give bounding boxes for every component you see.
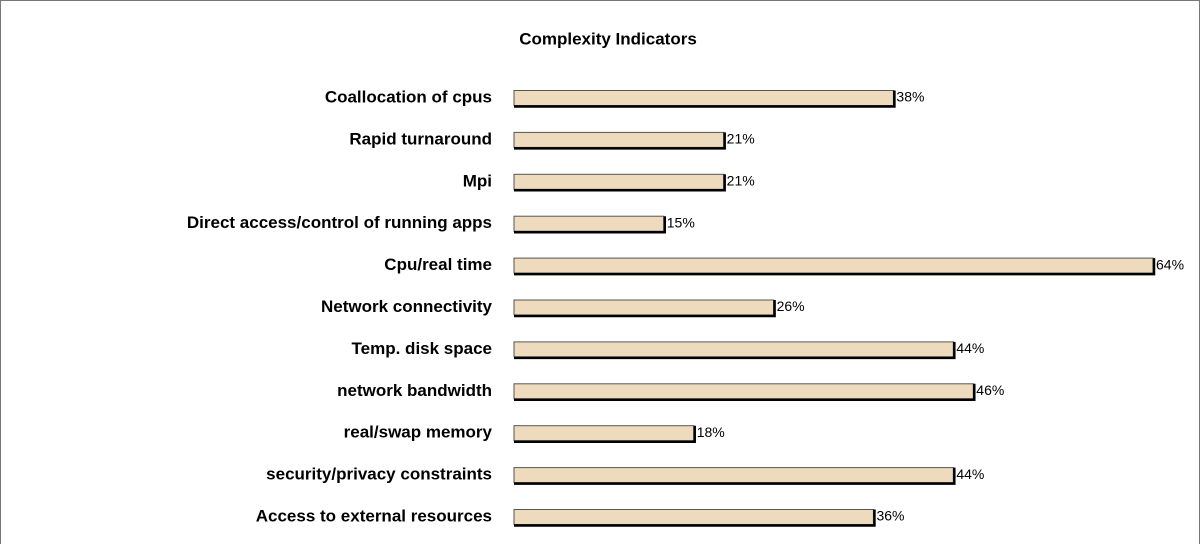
bar bbox=[513, 257, 1154, 274]
chart-title: Complexity Indicators bbox=[519, 29, 697, 48]
category-label: security/privacy constraints bbox=[266, 465, 492, 484]
bar-shadow bbox=[514, 132, 726, 150]
bar bbox=[513, 90, 894, 106]
bar-shadow bbox=[514, 467, 956, 485]
bar-shadow bbox=[514, 425, 696, 443]
bar-shadow bbox=[514, 90, 896, 108]
category-label: network bandwidth bbox=[337, 381, 492, 400]
bar-shadow bbox=[514, 341, 956, 360]
value-label: 36% bbox=[876, 508, 904, 524]
bar bbox=[513, 173, 725, 190]
value-label: 46% bbox=[976, 382, 1004, 398]
bar-shadow bbox=[514, 300, 776, 318]
bar bbox=[513, 425, 695, 442]
category-label: Cpu/real time bbox=[384, 255, 492, 274]
bar-shadow bbox=[514, 216, 667, 234]
category-label: Mpi bbox=[463, 171, 492, 190]
value-label: 38% bbox=[896, 89, 924, 105]
value-label: 21% bbox=[727, 173, 755, 189]
category-label: Coallocation of cpus bbox=[325, 87, 492, 106]
value-label: 15% bbox=[667, 214, 695, 230]
category-label: Rapid turnaround bbox=[349, 129, 492, 148]
bar bbox=[513, 383, 974, 400]
bar-shadow bbox=[514, 174, 726, 192]
category-label: Access to external resources bbox=[256, 506, 492, 525]
bar bbox=[513, 341, 954, 358]
value-label: 44% bbox=[956, 466, 984, 482]
bar bbox=[513, 299, 775, 316]
bar bbox=[513, 131, 725, 148]
bar bbox=[513, 467, 954, 484]
value-label: 44% bbox=[956, 340, 984, 356]
value-label: 21% bbox=[727, 131, 755, 147]
bar-shadow bbox=[514, 258, 1156, 276]
category-label: Network connectivity bbox=[321, 297, 493, 316]
category-label: Direct access/control of running apps bbox=[187, 213, 492, 232]
value-label: 64% bbox=[1156, 256, 1184, 272]
value-label: 18% bbox=[697, 424, 725, 440]
category-label: Temp. disk space bbox=[352, 339, 492, 358]
value-label: 26% bbox=[777, 298, 805, 314]
bar-shadow bbox=[514, 509, 876, 527]
bar bbox=[513, 509, 874, 525]
category-label: real/swap memory bbox=[344, 423, 493, 442]
bar-shadow bbox=[514, 383, 976, 402]
bar bbox=[513, 215, 665, 232]
